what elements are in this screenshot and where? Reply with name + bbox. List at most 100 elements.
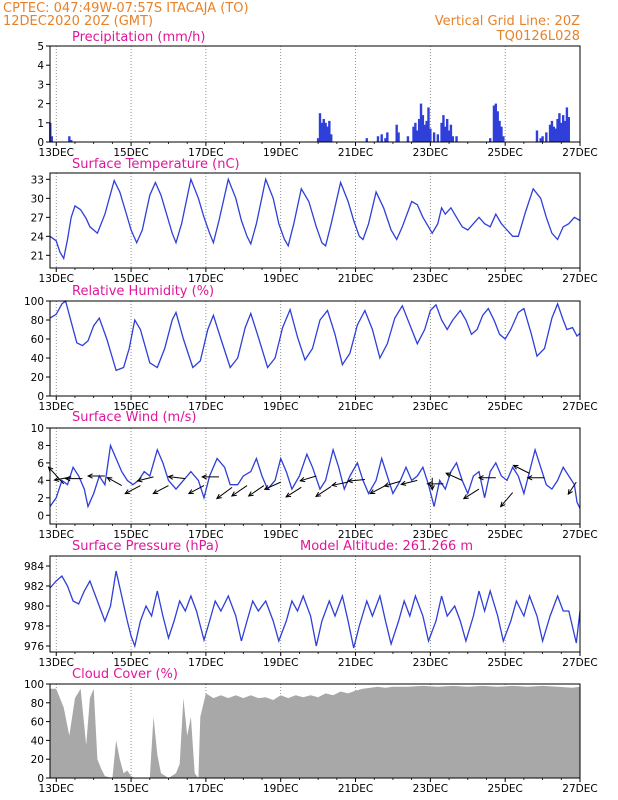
precip-bar-11	[330, 134, 333, 142]
temperature-panel: 21 24 27 30 33 13DEC 15DEC 17DEC 19DEC 21DEC 23DEC…	[31, 172, 598, 285]
wind-arrow-head-25	[445, 472, 452, 478]
precip-bar-27	[425, 120, 428, 142]
precip-bar-50	[545, 132, 548, 142]
precip-bar-38	[451, 136, 455, 142]
wind-xtick-label-1: 15DEC	[113, 529, 148, 541]
humidity-line	[49, 299, 581, 372]
precip-xtick-label-4: 21DEC	[338, 147, 373, 159]
pressure-xtick-label-1: 15DEC	[113, 657, 148, 669]
wind-arrow-head-2	[64, 475, 71, 482]
pressure-title: Surface Pressure (hPa)	[72, 539, 219, 554]
cloud-ytick-label-4: 80	[31, 698, 44, 710]
wind-xtick-label-5: 23DEC	[413, 529, 448, 541]
wind-arrow-shaft-29	[513, 464, 530, 474]
wind-arrow-head-27	[477, 475, 484, 481]
pressure-ytick-label-1: 978	[24, 621, 44, 633]
precip-bar-16	[386, 132, 389, 142]
precip-ytick-label-3: 3	[37, 79, 44, 91]
wind-arrow-shaft-4	[107, 477, 122, 487]
humidity-ytick-label-3: 60	[31, 334, 44, 346]
precip-xtick-label-0: 13DEC	[39, 147, 74, 159]
pressure-ytick-label-4: 984	[24, 561, 44, 573]
wind-arrow-head-26	[462, 494, 469, 500]
wind-arrow-shaft-9	[188, 485, 205, 495]
precip-bar-14	[380, 134, 383, 142]
precip-bar-41	[492, 105, 496, 142]
wind-arrow-head-8	[167, 474, 174, 480]
precip-bar-17	[395, 124, 398, 142]
precip-bar-34	[444, 126, 447, 142]
precip-bar-35	[445, 118, 449, 142]
cloud-ytick-label-2: 40	[31, 735, 44, 747]
wind-arrow-shaft-19	[348, 478, 365, 482]
precip-bar-9	[326, 126, 329, 142]
wind-arrow-head-9	[187, 489, 194, 495]
wind-arrow-head-30	[526, 475, 533, 481]
cloud-xtick-label-1: 15DEC	[113, 783, 148, 795]
precipitation-panel: 0 1 2 3 4 5 13DEC 15DEC 17DEC 19DEC 21DEC 23DEC 25DE…	[37, 41, 597, 159]
precip-xtick-label-3: 19DEC	[263, 147, 298, 159]
pressure-xtick-label-7: 27DEC	[562, 657, 597, 669]
humidity-xtick-label-7: 27DEC	[562, 401, 597, 413]
wind-xtick-label-7: 27DEC	[562, 529, 597, 541]
humidity-ytick-label-4: 80	[31, 315, 44, 327]
wind-xtick-label-4: 21DEC	[338, 529, 373, 541]
precip-bar-7	[322, 118, 325, 142]
wind-arrow-shaft-15	[285, 486, 302, 498]
precip-bar-29	[429, 128, 432, 142]
precip-bar-2	[68, 136, 71, 142]
precip-bar-53	[552, 126, 556, 142]
wind-ytick-label-1: 2	[37, 493, 44, 505]
wind-arrow-head-21	[383, 482, 390, 488]
forecast-date: 12DEC2020 20Z (GMT)	[3, 14, 153, 29]
wind-arrow-head-18	[330, 481, 338, 488]
humidity-xtick-label-1: 15DEC	[113, 401, 148, 413]
wind-arrow-head-20	[369, 489, 376, 495]
wind-arrow-shaft-25	[445, 472, 463, 481]
wind-arrow-head-19	[346, 478, 353, 484]
wind-xtick-label-6: 25DEC	[487, 529, 522, 541]
cloud-ytick-label-5: 100	[24, 679, 44, 691]
precip-bar-12	[365, 138, 368, 142]
precip-bar-28	[427, 107, 430, 142]
wind-arrow-shaft-22	[401, 479, 418, 485]
pressure-xtick-label-3: 19DEC	[263, 657, 298, 669]
precip-bar-42	[494, 103, 498, 142]
humidity-xtick-label-0: 13DEC	[39, 401, 74, 413]
cloud-xtick-label-3: 19DEC	[263, 783, 298, 795]
wind-arrow-head-24	[426, 481, 433, 487]
temp-xtick-label-3: 19DEC	[263, 273, 298, 285]
precip-bar-3	[70, 140, 73, 142]
precip-bar-55	[556, 118, 559, 142]
wind-arrow-head-22	[400, 480, 407, 486]
precip-bar-60	[565, 107, 569, 142]
humidity-xtick-label-2: 17DEC	[188, 401, 223, 413]
precip-bar-45	[500, 126, 503, 142]
model-altitude: Model Altitude: 261.266 m	[300, 539, 473, 554]
precip-bar-19	[406, 136, 410, 142]
wind-ytick-label-5: 10	[31, 423, 44, 435]
wind-arrow-shaft-6	[137, 476, 154, 482]
wind-arrow-shaft-0	[48, 466, 65, 485]
precip-xtick-label-1: 15DEC	[113, 147, 148, 159]
cloud-ytick-label-0: 0	[37, 773, 44, 785]
wind-xtick-label-2: 17DEC	[188, 529, 223, 541]
humidity-xtick-label-6: 25DEC	[487, 401, 522, 413]
cloud-xtick-label-2: 17DEC	[188, 783, 223, 795]
humidity-ytick-label-5: 100	[24, 296, 44, 308]
cloud-xtick-label-6: 25DEC	[487, 783, 522, 795]
precip-bar-15	[384, 138, 387, 142]
temp-ytick-label-3: 30	[31, 193, 44, 205]
pressure-panel: 976 978 980 982 984 13DEC 15DEC 17DEC 19DEC 21DEC…	[24, 555, 598, 669]
wind-arrow-head-4	[106, 477, 113, 482]
pressure-ytick-label-3: 982	[24, 581, 44, 593]
wind-arrow-head-15	[285, 492, 292, 498]
cloud-title: Cloud Cover (%)	[72, 667, 178, 682]
cloud-cover-panel: 0 20 40 60 80 100 13DEC 15DEC 17DEC 19DEC 21DEC 23D…	[24, 679, 598, 795]
precip-ytick-label-2: 2	[37, 99, 44, 111]
temp-xtick-label-7: 27DEC	[562, 273, 597, 285]
temp-ytick-label-2: 27	[31, 212, 44, 224]
temp-ytick-label-1: 24	[31, 231, 45, 243]
precip-bar-61	[567, 117, 570, 142]
wind-line	[49, 443, 581, 509]
